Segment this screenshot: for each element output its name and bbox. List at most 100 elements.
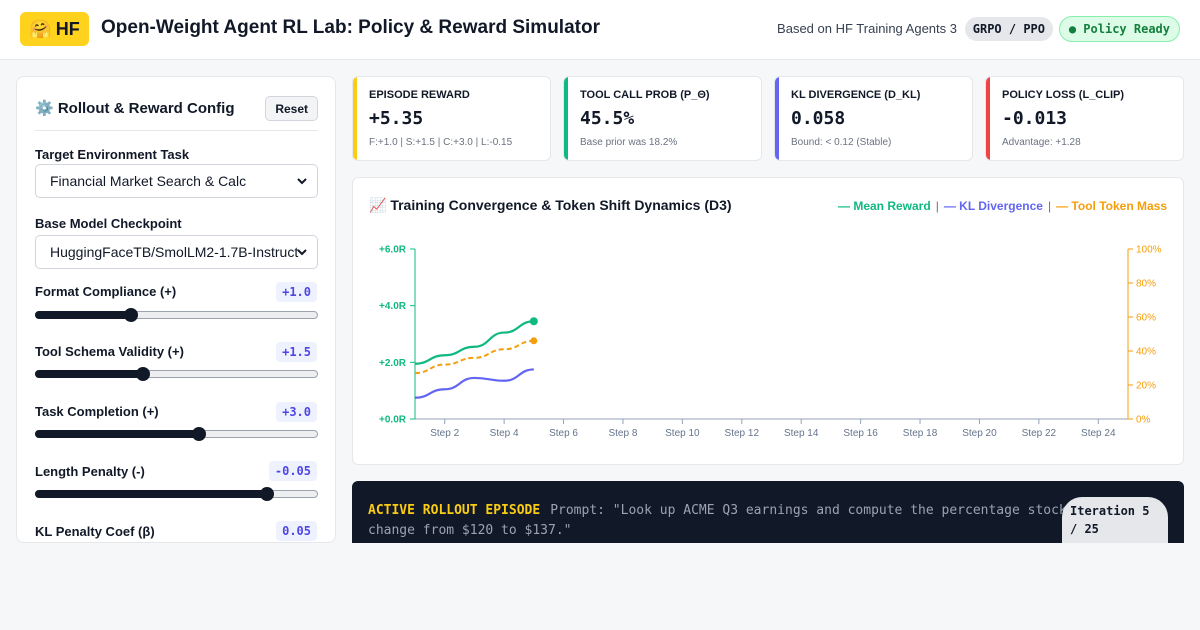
metric-subtext: F:+1.0 | S:+1.5 | C:+3.0 | L:-0.15 xyxy=(369,137,513,148)
tool-token-mass-point xyxy=(530,337,538,345)
metric-label: Episode Reward xyxy=(369,89,470,101)
format-compliance-label: Format Compliance (+) xyxy=(35,284,177,299)
model-select[interactable]: HuggingFaceTB/SmolLM2-1.7B-Instruct xyxy=(35,235,318,269)
metric-value: +5.35 xyxy=(369,108,424,129)
metric-subtext: Bound: < 0.12 (Stable) xyxy=(791,137,892,148)
x-tick-label: Step 4 xyxy=(490,428,519,439)
task-completion-slider[interactable] xyxy=(35,427,318,441)
y-left-tick-label: +4.0R xyxy=(379,301,407,312)
app-header: 🤗 HF Open-Weight Agent RL Lab: Policy & … xyxy=(0,0,1200,60)
chart-legend: — Mean Reward | — KL Divergence | — Tool Tok… xyxy=(837,199,1167,213)
tool-schema-validity-value: +1.5 xyxy=(276,342,317,362)
metric-value: 0.058 xyxy=(791,108,846,129)
format-compliance-slider[interactable] xyxy=(35,308,318,322)
model-select-value: HuggingFaceTB/SmolLM2-1.7B-Instruct xyxy=(50,244,299,260)
slider-fill xyxy=(35,490,268,498)
reset-button[interactable]: Reset xyxy=(265,96,318,121)
x-tick-label: Step 22 xyxy=(1022,428,1057,439)
chevron-down-icon xyxy=(297,178,307,185)
x-tick-label: Step 18 xyxy=(903,428,938,439)
y-left-tick-label: +0.0R xyxy=(379,415,407,426)
x-tick-label: Step 14 xyxy=(784,428,819,439)
chevron-down-icon xyxy=(297,249,307,256)
task-completion-value: +3.0 xyxy=(276,402,317,422)
slider-fill xyxy=(35,370,143,378)
x-tick-label: Step 16 xyxy=(843,428,878,439)
y-right-tick-label: 80% xyxy=(1136,279,1156,290)
metric-subtext: Advantage: +1.28 xyxy=(1002,137,1081,148)
task-select[interactable]: Financial Market Search & Calc xyxy=(35,164,318,198)
length-penalty-value: -0.05 xyxy=(268,461,317,481)
card-accent-bar xyxy=(353,77,357,160)
convergence-chart: Step 2 Step 4 Step 6 Step 8 Step 10 Step 12 St… xyxy=(379,245,1162,440)
y-right-tick-label: 20% xyxy=(1136,381,1156,392)
kl-penalty-value: 0.05 xyxy=(276,521,317,541)
metric-value: 45.5% xyxy=(580,108,635,129)
page-title: Open-Weight Agent RL Lab: Policy & Rewar… xyxy=(101,17,600,38)
legend-tool-token-mass: — Tool Token Mass xyxy=(1056,199,1167,213)
tool-schema-validity-slider[interactable] xyxy=(35,367,318,381)
task-select-label: Target Environment Task xyxy=(35,147,190,162)
metric-subtext: Base prior was 18.2% xyxy=(580,137,678,148)
mean-reward-line xyxy=(414,320,534,365)
format-compliance-value: +1.0 xyxy=(276,282,317,302)
metric-value: -0.013 xyxy=(1002,108,1068,129)
kl-divergence-line xyxy=(414,368,534,399)
based-on-text: Based on HF Training Agents 3 xyxy=(777,21,957,36)
policy-status-badge: ● Policy Ready xyxy=(1058,16,1180,42)
y-right-tick-label: 0% xyxy=(1136,415,1151,426)
rollout-text: ACTIVE ROLLOUT EPISODE Prompt: "Look up A… xyxy=(368,501,1068,541)
policy-loss-card: Policy Loss (L_clip) -0.013 Advantage: +… xyxy=(985,76,1184,161)
config-panel-header: ⚙️ Rollout & Reward Config Reset xyxy=(35,95,318,131)
mean-reward-point xyxy=(529,317,538,326)
x-tick-label: Step 8 xyxy=(608,428,637,439)
training-chart-panel: 📈 Training Convergence & Token Shift Dyn… xyxy=(352,177,1184,465)
card-accent-bar xyxy=(775,77,779,160)
config-panel-title: ⚙️ Rollout & Reward Config xyxy=(35,100,235,117)
task-select-value: Financial Market Search & Calc xyxy=(50,173,247,189)
hf-logo: 🤗 HF xyxy=(20,12,89,46)
y-right-tick-label: 60% xyxy=(1136,313,1156,324)
slider-thumb[interactable] xyxy=(260,487,275,501)
y-right-tick-label: 40% xyxy=(1136,347,1156,358)
y-left-tick-label: +2.0R xyxy=(379,358,407,369)
legend-kl-divergence: — KL Divergence xyxy=(943,199,1043,213)
rollout-prompt: Prompt: "Look up ACME Q3 earnings and co… xyxy=(368,503,1067,538)
slider-fill xyxy=(35,430,200,438)
slider-fill xyxy=(35,311,132,319)
legend-mean-reward: — Mean Reward xyxy=(837,199,931,213)
x-tick-label: Step 24 xyxy=(1081,428,1116,439)
model-select-label: Base Model Checkpoint xyxy=(35,216,182,231)
x-tick-label: Step 20 xyxy=(962,428,997,439)
episode-reward-card: Episode Reward +5.35 F:+1.0 | S:+1.5 | C… xyxy=(352,76,551,161)
iteration-badge: Iteration 5 / 25 xyxy=(1062,497,1168,543)
card-accent-bar xyxy=(986,77,990,160)
metric-label: KL Divergence (D_KL) xyxy=(791,89,921,101)
x-tick-label: Step 6 xyxy=(549,428,578,439)
chart-title: 📈 Training Convergence & Token Shift Dyn… xyxy=(369,197,732,213)
metric-label: Tool Call Prob (P_θ) xyxy=(580,89,710,101)
kl-penalty-label: KL Penalty Coef (β) xyxy=(35,524,155,539)
y-right-tick-label: 100% xyxy=(1136,245,1162,256)
tool-schema-validity-label: Tool Schema Validity (+) xyxy=(35,344,184,359)
rollout-heading: ACTIVE ROLLOUT EPISODE xyxy=(368,503,541,518)
algorithm-badge: GRPO / PPO xyxy=(964,17,1053,41)
slider-thumb[interactable] xyxy=(135,367,150,381)
card-accent-bar xyxy=(564,77,568,160)
x-tick-label: Step 12 xyxy=(725,428,760,439)
x-tick-label: Step 10 xyxy=(665,428,700,439)
active-rollout-console: ACTIVE ROLLOUT EPISODE Prompt: "Look up A… xyxy=(352,481,1184,543)
slider-thumb[interactable] xyxy=(192,427,207,441)
rollout-config-panel: ⚙️ Rollout & Reward Config Reset Target … xyxy=(16,76,336,543)
hugging-face-icon: 🤗 xyxy=(29,18,52,39)
tool-call-prob-card: Tool Call Prob (P_θ) 45.5% Base prior wa… xyxy=(563,76,762,161)
kl-divergence-card: KL Divergence (D_KL) 0.058 Bound: < 0.12… xyxy=(774,76,973,161)
slider-thumb[interactable] xyxy=(124,308,139,322)
logo-text: HF xyxy=(55,18,80,39)
y-left-tick-label: +6.0R xyxy=(379,245,407,256)
task-completion-label: Task Completion (+) xyxy=(35,404,159,419)
x-tick-label: Step 2 xyxy=(430,428,459,439)
metric-label: Policy Loss (L_clip) xyxy=(1002,89,1125,101)
length-penalty-slider[interactable] xyxy=(35,487,318,501)
length-penalty-label: Length Penalty (-) xyxy=(35,464,145,479)
